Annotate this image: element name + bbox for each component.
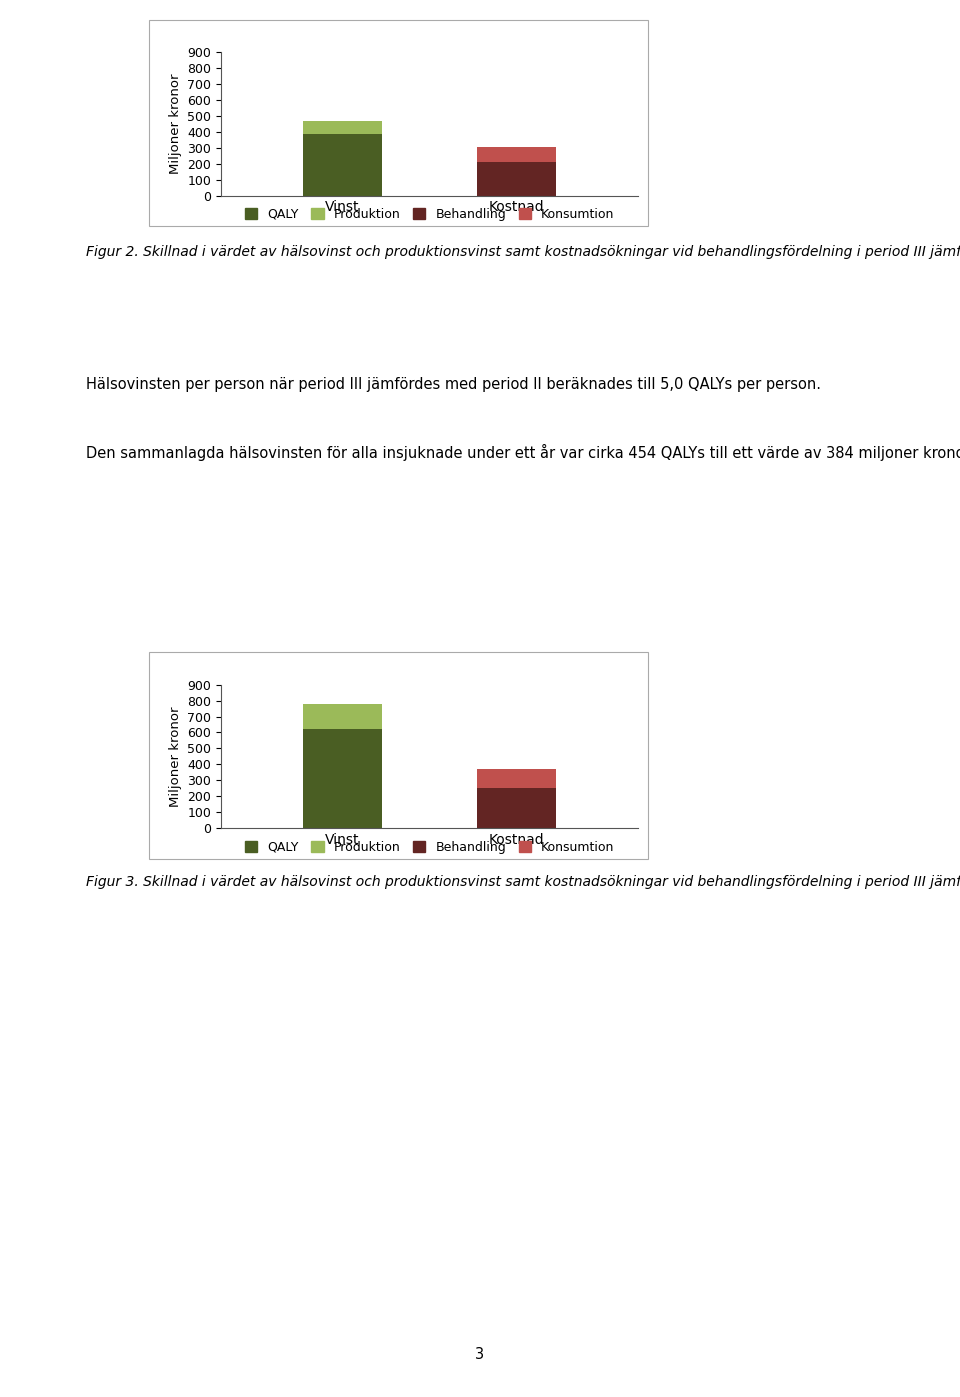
Bar [303,134,382,196]
Legend: QALY, Produktion, Behandling, Konsumtion: QALY, Produktion, Behandling, Konsumtion [245,841,614,854]
Text: Den sammanlagda hälsovinsten för alla insjuknade under ett år var cirka 454 QALY: Den sammanlagda hälsovinsten för alla in… [86,444,960,461]
Legend: QALY, Produktion, Behandling, Konsumtion: QALY, Produktion, Behandling, Konsumtion [245,208,614,221]
Text: Figur 3. Skillnad i värdet av hälsovinst och produktionsvinst samt kostnadsöknin: Figur 3. Skillnad i värdet av hälsovinst… [86,873,960,888]
Bar [303,729,382,828]
Text: Figur 2. Skillnad i värdet av hälsovinst och produktionsvinst samt kostnadsöknin: Figur 2. Skillnad i värdet av hälsovinst… [86,243,960,258]
Bar [477,788,556,828]
Bar [477,162,556,196]
Bar [303,120,382,134]
Bar [303,704,382,729]
Y-axis label: Miljoner kronor: Miljoner kronor [169,707,181,806]
Bar [477,148,556,162]
Text: Hälsovinsten per person när period III jämfördes med period II beräknades till 5: Hälsovinsten per person när period III j… [86,377,822,393]
Bar [477,770,556,788]
Y-axis label: Miljoner kronor: Miljoner kronor [169,74,181,173]
Text: 3: 3 [475,1347,485,1362]
